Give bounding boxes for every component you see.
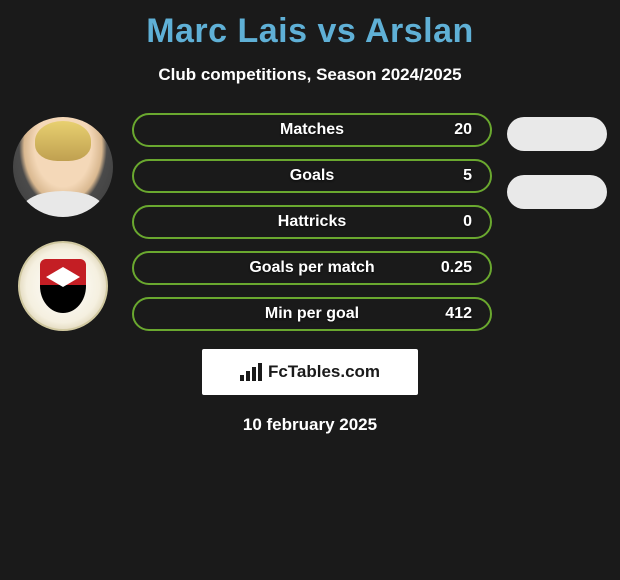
stats-column: Matches 20 Goals 5 Hattricks 0 Goals per match… <box>118 113 502 331</box>
right-pill <box>507 117 607 151</box>
stat-bar: Goals 5 <box>132 159 492 193</box>
stat-bar: Hattricks 0 <box>132 205 492 239</box>
stat-value-right: 5 <box>463 167 472 185</box>
right-pill <box>507 175 607 209</box>
stat-label: Goals <box>290 167 334 185</box>
comparison-card: Marc Lais vs Arslan Club competitions, S… <box>0 0 620 580</box>
stat-label: Matches <box>280 121 344 139</box>
stat-bar: Goals per match 0.25 <box>132 251 492 285</box>
left-column <box>8 113 118 331</box>
stat-value-right: 0.25 <box>441 259 472 277</box>
stat-bar: Matches 20 <box>132 113 492 147</box>
page-title: Marc Lais vs Arslan <box>0 0 620 51</box>
attribution-text: FcTables.com <box>268 362 380 382</box>
subtitle: Club competitions, Season 2024/2025 <box>0 65 620 85</box>
date-text: 10 february 2025 <box>0 415 620 435</box>
right-column <box>502 113 612 209</box>
main-row: Matches 20 Goals 5 Hattricks 0 Goals per match… <box>0 113 620 331</box>
stat-label: Min per goal <box>265 305 359 323</box>
stat-value-right: 0 <box>463 213 472 231</box>
stat-bar: Min per goal 412 <box>132 297 492 331</box>
stat-label: Goals per match <box>249 259 374 277</box>
club-logo-icon <box>18 241 108 331</box>
attribution-badge: FcTables.com <box>202 349 418 395</box>
stat-label: Hattricks <box>278 213 346 231</box>
club-badge-icon <box>40 259 86 313</box>
bar-chart-icon <box>240 363 262 381</box>
stat-value-right: 412 <box>445 305 472 323</box>
stat-value-right: 20 <box>454 121 472 139</box>
player-photo-icon <box>13 117 113 217</box>
